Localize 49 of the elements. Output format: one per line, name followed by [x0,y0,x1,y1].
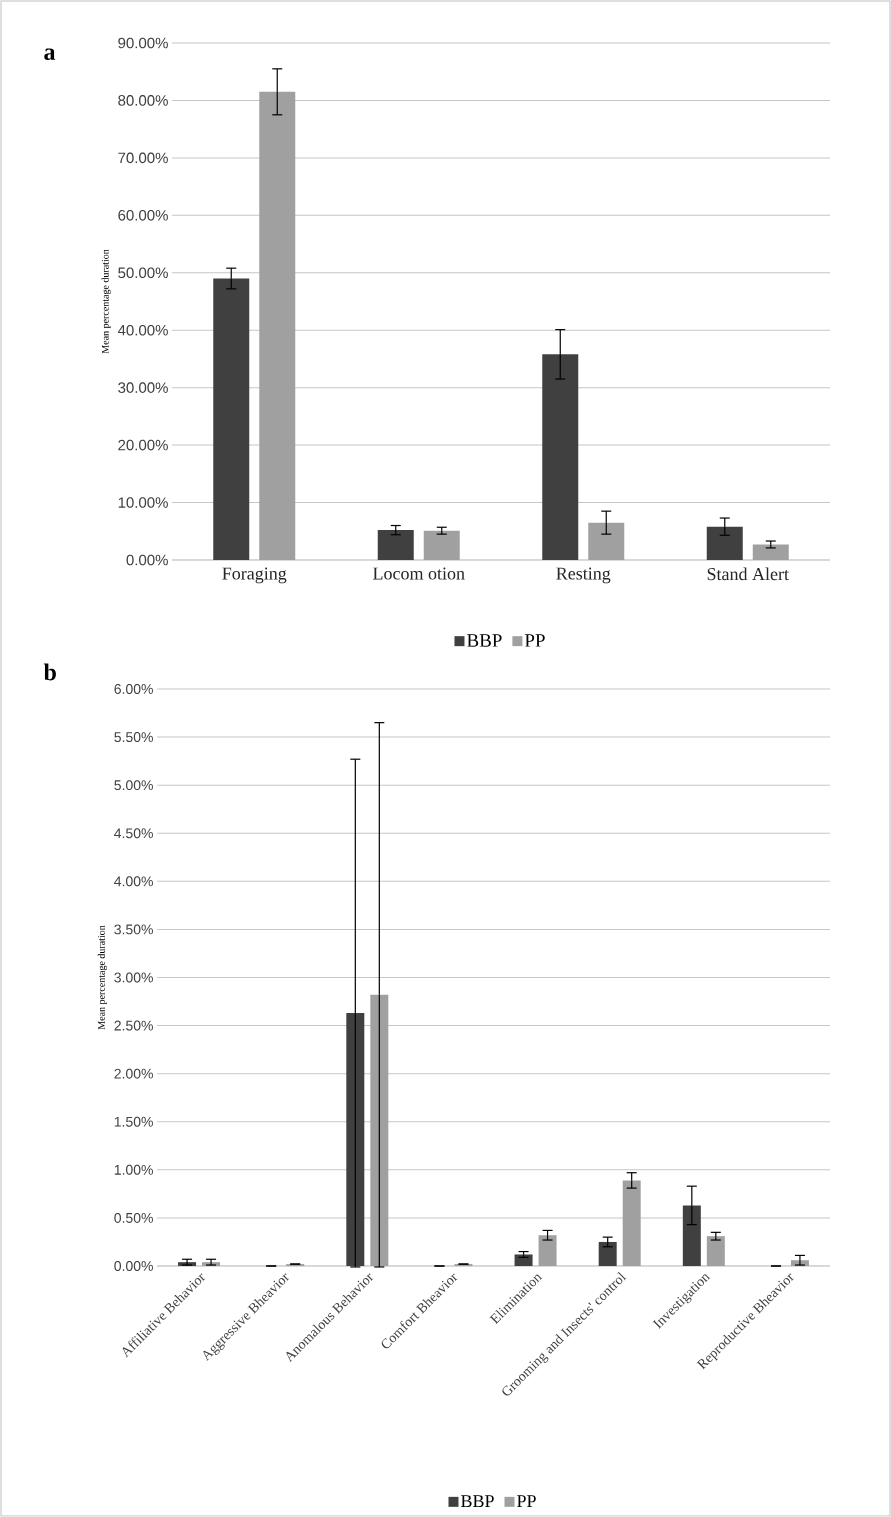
bar [752,544,789,560]
y-tick-label: 5.00% [114,780,153,791]
y-tick-label: 1.00% [114,1164,153,1175]
bar [598,1241,617,1266]
y-tick-label: 40.00% [117,324,168,336]
x-tick-label: Stand Alert [707,567,789,581]
x-tick-label: Locom otion [373,567,465,580]
y-tick-label: 70.00% [118,152,168,164]
bar [542,354,579,560]
legend-label: PP [517,1495,536,1507]
bar [682,1205,701,1266]
bar [423,530,460,560]
y-tick-label: 0.00% [126,554,168,566]
y-tick-label: 2.00% [114,1068,153,1079]
legend-label: BBP [467,634,502,647]
y-axis-title: Mean percentage duration [101,249,111,354]
bar [213,278,250,560]
y-tick-label: 3.00% [114,972,153,983]
bar [706,1236,725,1266]
bar [514,1254,533,1266]
bar [706,526,743,560]
bar [377,530,414,560]
bar [588,522,625,560]
y-tick-label: 3.50% [114,924,153,935]
x-tick-label: Resting [556,567,611,584]
y-tick-label: 30.00% [118,382,168,393]
y-tick-label: 80.00% [118,95,168,106]
bar [538,1235,557,1266]
chart-title: b [43,663,56,681]
legend-label: BBP [461,1495,494,1508]
bar [622,1180,641,1266]
y-tick-label: 0.00% [114,1261,153,1271]
y-tick-label: 6.00% [114,684,153,694]
bar [259,91,296,560]
y-tick-label: 4.00% [114,876,153,887]
legend-label: PP [524,634,545,647]
y-tick-label: 2.50% [114,1020,153,1031]
y-tick-label: 10.00% [118,497,168,508]
x-tick-label: Foraging [222,567,287,584]
chart-title: a [44,48,56,61]
y-tick-label: 20.00% [118,439,168,451]
y-axis-title: Mean percentage duration [97,925,107,1030]
y-tick-label: 4.50% [114,828,153,839]
y-tick-label: 0.50% [114,1212,153,1223]
y-tick-label: 50.00% [118,267,168,279]
y-tick-label: 90.00% [118,37,168,49]
y-tick-label: 1.50% [114,1116,153,1127]
y-tick-label: 5.50% [114,732,153,743]
y-tick-label: 60.00% [118,210,168,221]
